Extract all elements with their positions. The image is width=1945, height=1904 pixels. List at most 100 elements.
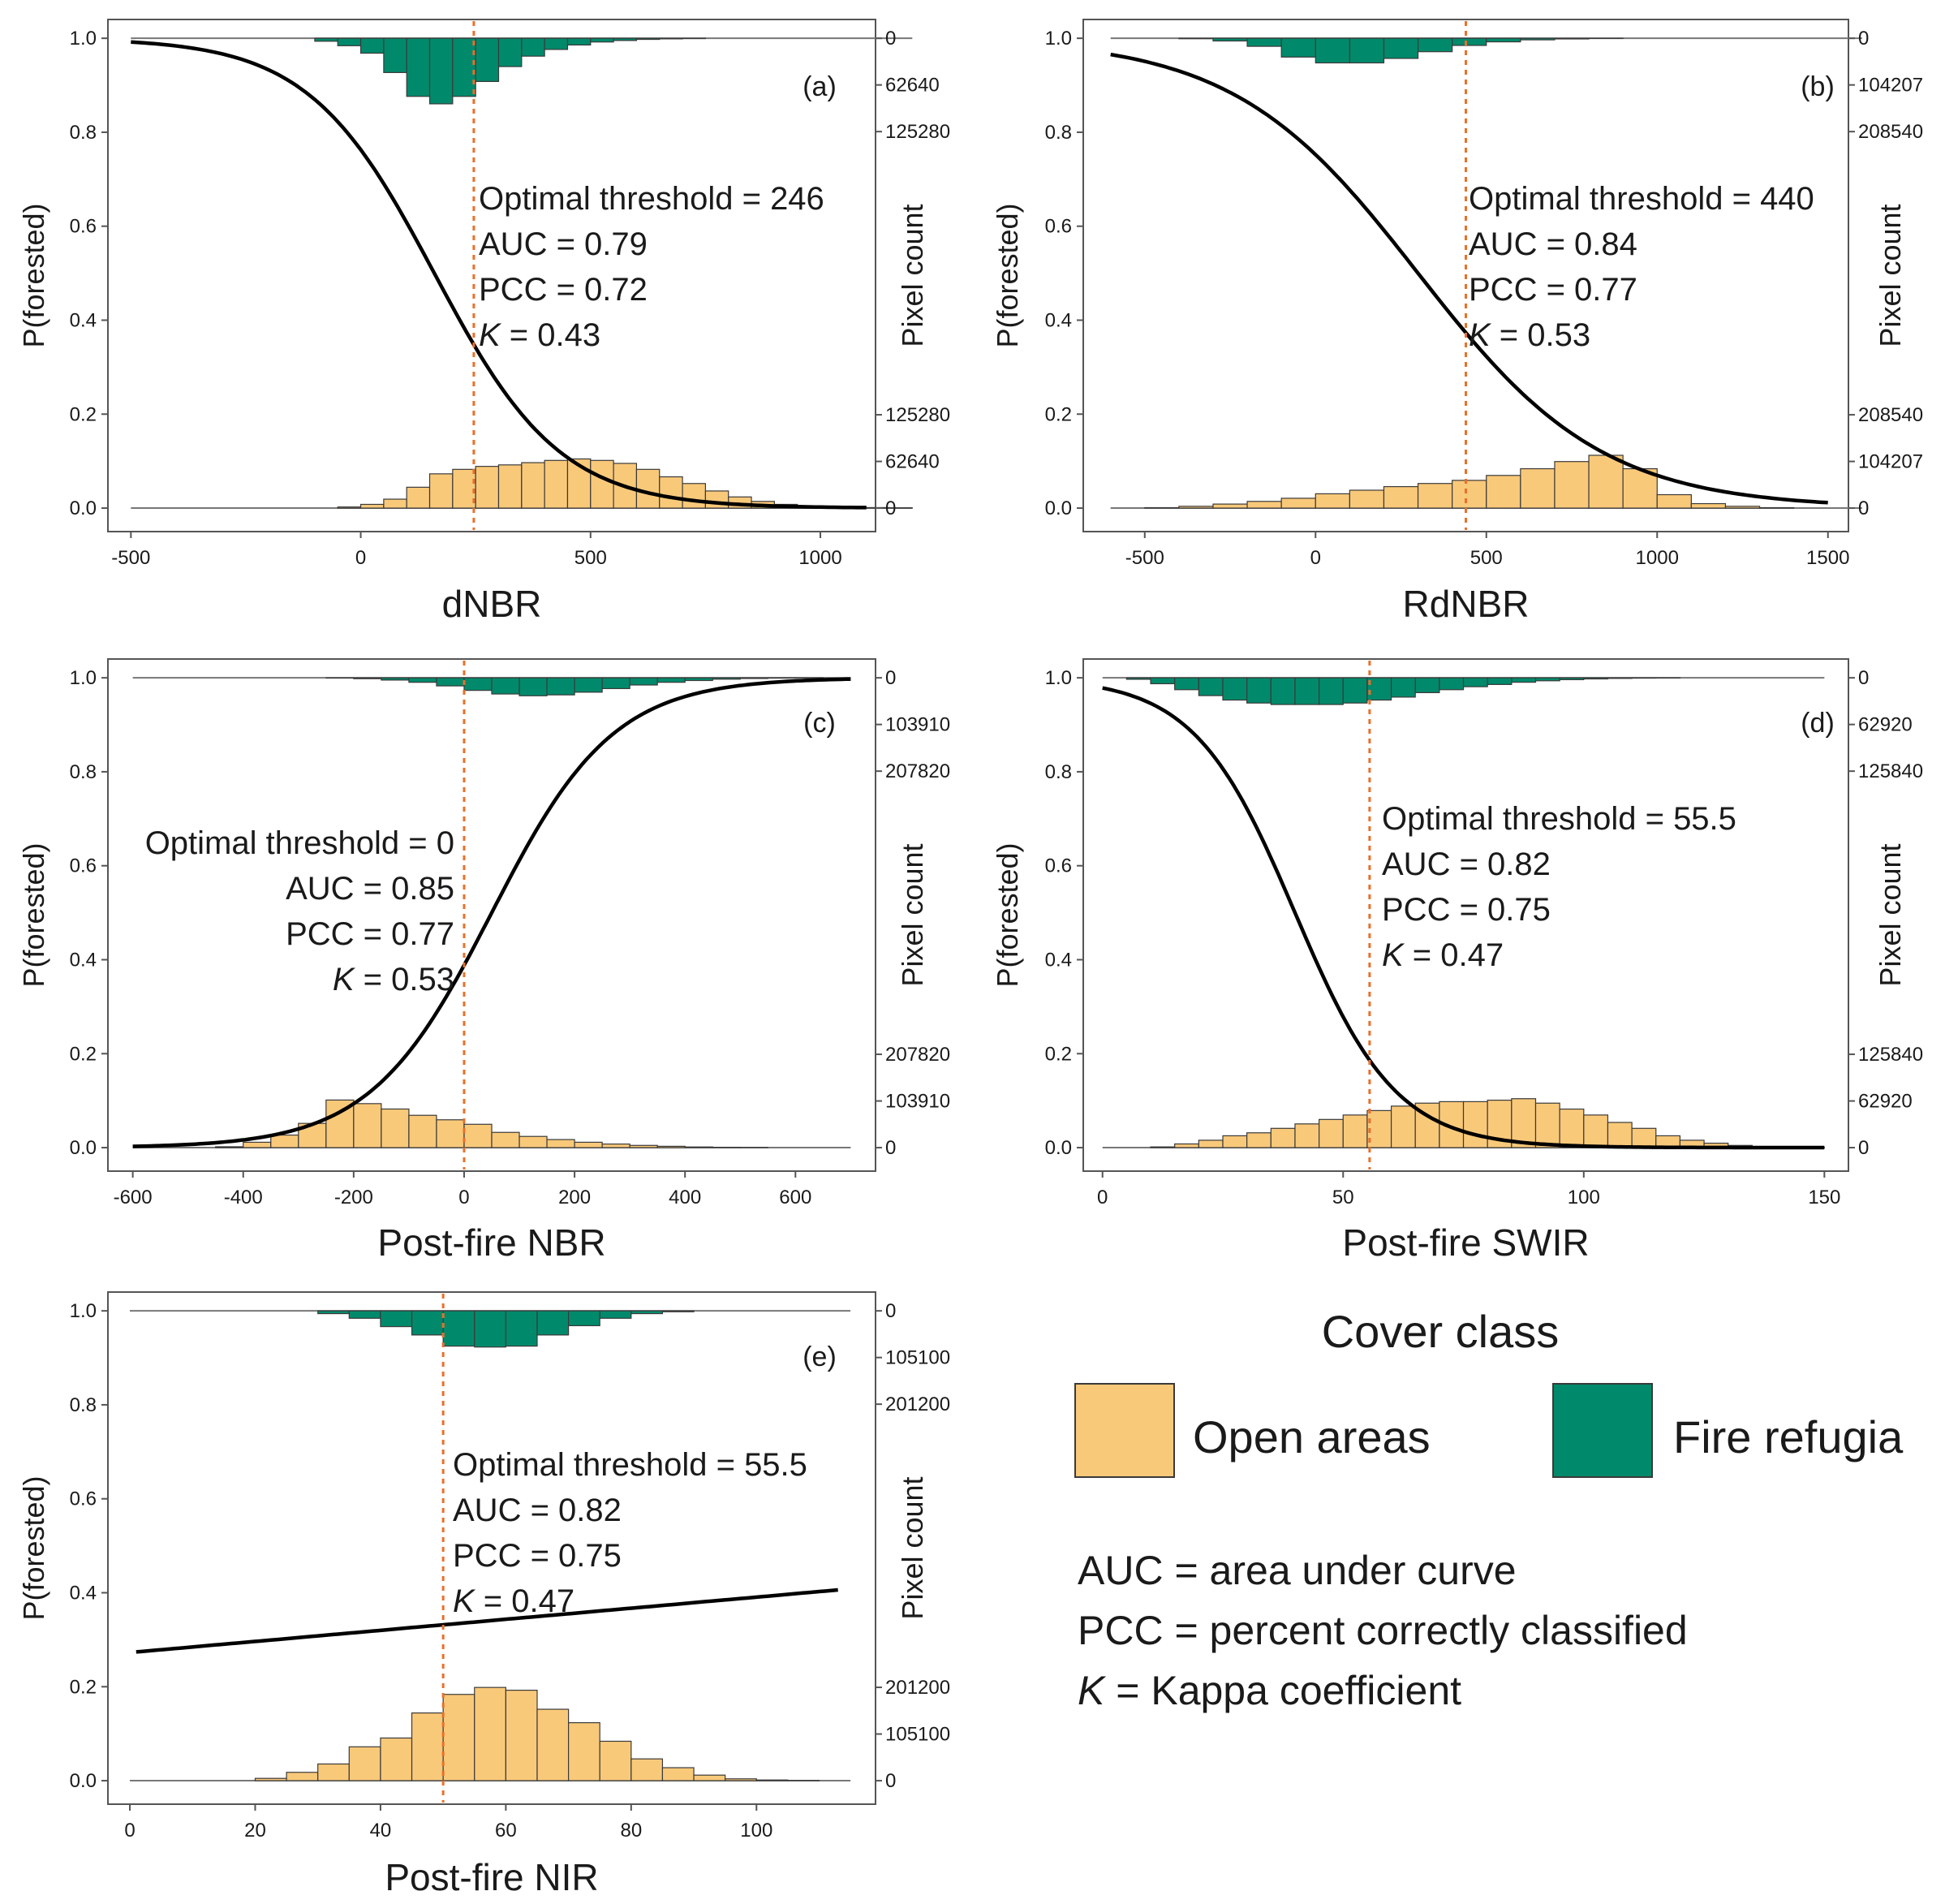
refugia-bar: [544, 37, 569, 50]
open-bar: [286, 1772, 319, 1781]
open-bar: [411, 1712, 444, 1781]
panel-tag: (e): [803, 1342, 837, 1372]
legend-definition-pcc: PCC = percent correctly classified: [1078, 1608, 1688, 1653]
open-bar: [474, 1686, 506, 1781]
y-tick-label: 0.4: [1045, 309, 1072, 331]
count-tick-label: 0: [885, 1300, 896, 1322]
open-bar: [1178, 506, 1214, 509]
panel-tag: (b): [1801, 71, 1835, 102]
stat-pcc: PCC = 0.72: [479, 272, 648, 308]
count-tick-label: 62640: [885, 75, 940, 97]
refugia-bar: [519, 677, 548, 696]
refugia-bar: [1280, 37, 1316, 58]
stat-threshold: Optimal threshold = 246: [479, 181, 824, 217]
x-tick-label: 400: [669, 1187, 701, 1208]
x-axis-label: Post-fire NIR: [385, 1856, 598, 1898]
count-tick-label: 0: [885, 498, 896, 519]
count-tick-label: 0: [885, 28, 896, 50]
open-bar: [1319, 1118, 1344, 1148]
y-tick-label: 0.2: [70, 1043, 97, 1065]
y-tick-label: 0.4: [70, 949, 97, 971]
x-tick-label: 50: [1332, 1187, 1354, 1208]
probability-curve: [1110, 52, 1828, 505]
refugia-bar: [452, 37, 476, 97]
refugia-bar: [1511, 677, 1537, 683]
refugia-bar: [635, 37, 661, 41]
x-tick-label: -600: [114, 1187, 153, 1208]
y-tick-label: 1.0: [70, 667, 97, 689]
open-bar: [1417, 483, 1453, 509]
count-tick-label: 105100: [885, 1724, 950, 1746]
panel-e: 0.0 0.2 0.4 0.6 0.8 1.0 0 20 40 60 80 100 0 0 105100 10…: [17, 1291, 950, 1898]
refugia-bar: [491, 677, 520, 695]
refugia-bar: [408, 677, 437, 683]
refugia-bar: [380, 1310, 413, 1328]
open-bar: [1390, 1105, 1416, 1148]
open-bar: [1520, 467, 1556, 509]
refugia-bar: [1390, 677, 1416, 698]
open-bar: [1534, 1102, 1560, 1148]
panel-d: 0.0 0.2 0.4 0.6 0.8 1.0 0 50 100 150 0 0 62920 62920 1…: [991, 658, 1923, 1264]
refugia-bar: [1315, 37, 1350, 64]
open-bar: [1246, 1132, 1272, 1148]
x-tick-label: 1000: [1636, 547, 1679, 569]
x-tick-label: 40: [370, 1820, 392, 1842]
refugia-bar: [599, 1310, 632, 1319]
x-tick-label: -200: [334, 1187, 373, 1208]
panel-tag: (d): [1801, 708, 1835, 739]
refugia-bar: [1222, 677, 1248, 701]
refugia-bar: [474, 1310, 506, 1348]
open-bar: [325, 1099, 355, 1148]
refugia-bar: [567, 1310, 600, 1327]
y-tick-label: 0.2: [1045, 403, 1072, 425]
definition-term-auc: AUC: [1078, 1548, 1164, 1593]
refugia-bar: [314, 37, 338, 42]
refugia-bar: [684, 677, 713, 682]
open-bar: [1366, 1109, 1392, 1148]
refugia-bar: [1246, 677, 1272, 704]
count-tick-label: 125840: [1858, 760, 1923, 782]
y-tick-label: 1.0: [1045, 667, 1072, 689]
refugia-bar: [659, 37, 683, 40]
refugia-bar: [383, 37, 407, 73]
open-bar: [1349, 489, 1385, 509]
open-bar: [1462, 1101, 1488, 1148]
open-bar: [406, 486, 431, 509]
open-bar: [1280, 498, 1316, 509]
open-bar: [1588, 454, 1624, 509]
open-bar: [590, 459, 614, 509]
open-bar: [601, 1144, 630, 1148]
refugia-bar: [613, 37, 638, 41]
open-bar: [1270, 1127, 1296, 1148]
stat-kappa-value: = 0.47: [1404, 937, 1504, 973]
count-tick-label: 0: [885, 1137, 896, 1159]
y2-axis-label: Pixel count: [1874, 204, 1907, 347]
refugia-bar: [1198, 677, 1224, 696]
panel-a: 0.0 0.2 0.4 0.6 0.8 1.0 -500 0 500 1000 0 0 62640 626…: [17, 19, 950, 625]
stat-kappa-value: = 0.53: [355, 962, 454, 997]
open-bar: [491, 1131, 520, 1148]
refugia-bar: [1342, 677, 1368, 704]
open-bar: [408, 1114, 437, 1148]
open-bar: [635, 468, 661, 509]
count-tick-label: 125280: [885, 404, 950, 426]
open-bar: [629, 1144, 658, 1148]
count-tick-label: 62920: [1858, 714, 1913, 736]
x-tick-label: -500: [111, 547, 150, 569]
open-bar: [656, 1145, 686, 1148]
panel-tag: (c): [803, 708, 836, 739]
plot-frame: [107, 1291, 876, 1805]
y-axis-label: P(forested): [17, 1475, 50, 1620]
probability-curve: [132, 677, 851, 1148]
refugia-bar: [442, 1310, 475, 1347]
refugia-bar: [546, 677, 575, 696]
open-bar: [567, 1722, 600, 1781]
panels: 0.00.20.40.60.81.0-500 0 500 10000062640626…: [17, 19, 1923, 1898]
open-bar: [630, 1758, 664, 1781]
stat-pcc: PCC = 0.77: [1469, 272, 1637, 308]
y-tick-label: 0.8: [70, 761, 97, 783]
y-tick-label: 0.0: [70, 498, 97, 519]
refugia-bar: [1452, 37, 1487, 46]
open-bar: [475, 466, 500, 509]
open-bar: [599, 1740, 632, 1781]
